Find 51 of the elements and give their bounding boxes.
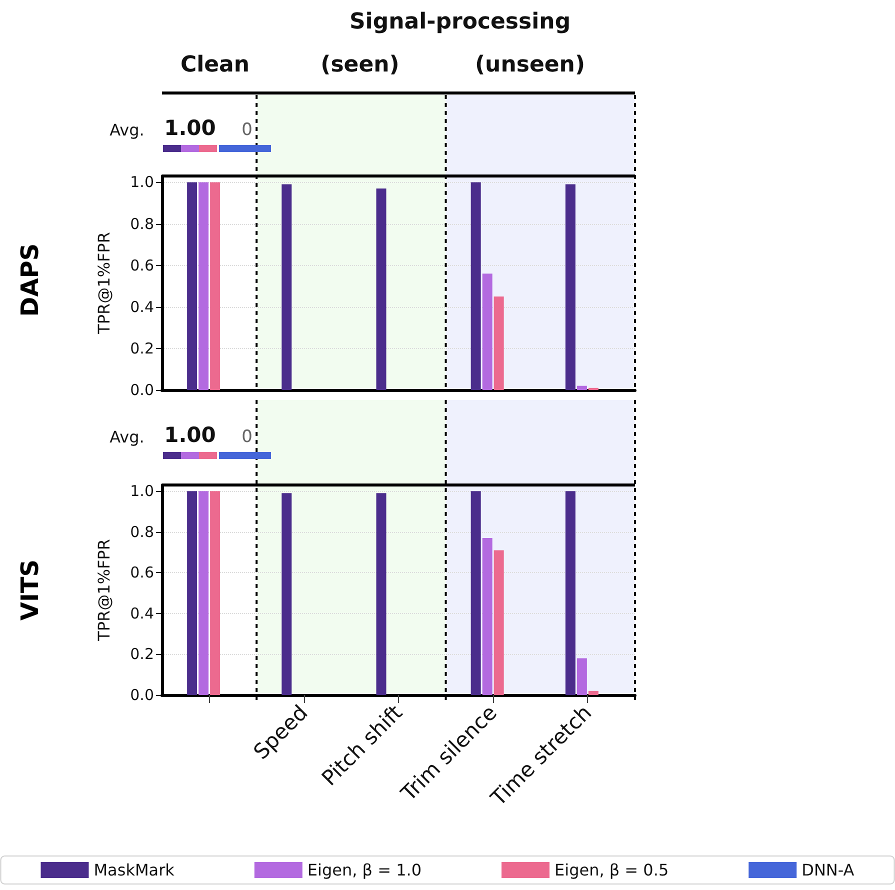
bar <box>470 491 481 695</box>
bar <box>198 182 209 390</box>
bar <box>282 184 292 390</box>
bar <box>187 182 198 390</box>
y-tick-label: 0.6 <box>130 256 154 274</box>
bar <box>482 274 492 390</box>
text: 0 <box>242 427 252 447</box>
bar <box>376 188 386 390</box>
y-tick-label: 0.4 <box>130 298 154 316</box>
text: DAPS <box>16 243 44 317</box>
bar <box>376 493 386 695</box>
bar <box>282 493 292 695</box>
bar <box>470 182 481 390</box>
bar <box>565 184 576 390</box>
y-tick-label: 0.6 <box>130 564 154 582</box>
bar <box>494 296 504 390</box>
text: Avg. <box>110 428 144 446</box>
bar <box>565 491 576 695</box>
text: 1.00 <box>164 423 216 447</box>
y-tick-label: 1.0 <box>130 173 154 192</box>
y-tick-label: 0.4 <box>130 604 154 622</box>
y-tick-label: 0.0 <box>130 381 154 399</box>
bar <box>198 491 209 695</box>
y-tick-label: 0.2 <box>130 645 154 664</box>
text: 1.00 <box>164 116 216 140</box>
bar <box>187 491 198 695</box>
text: Signal-processing <box>349 10 571 34</box>
bar <box>210 182 220 390</box>
text: (seen) <box>320 52 400 78</box>
bar <box>588 690 598 695</box>
bar <box>210 491 220 695</box>
y-axis-title: TPR@1%FPR <box>94 232 114 335</box>
y-tick-label: 0.8 <box>130 522 154 541</box>
legend-label: Eigen, β = 0.5 <box>554 860 669 880</box>
text: 0 <box>242 120 252 140</box>
bar <box>494 550 504 695</box>
legend-label: DNN-A <box>802 860 854 880</box>
text: (unseen) <box>474 52 586 78</box>
text: VITS <box>16 559 44 621</box>
bar <box>482 538 492 695</box>
y-tick-label: 0.8 <box>130 214 154 233</box>
bar <box>576 658 587 695</box>
y-tick-label: 0.0 <box>130 686 154 704</box>
y-tick-label: 0.2 <box>130 339 154 358</box>
text: Avg. <box>110 120 144 140</box>
legend-label: Eigen, β = 1.0 <box>307 860 422 880</box>
y-axis-title: TPR@1%FPR <box>94 539 114 642</box>
y-tick-label: 1.0 <box>130 482 154 500</box>
bar <box>576 386 587 390</box>
text: Clean <box>180 52 250 78</box>
legend-label: MaskMark <box>94 860 176 880</box>
